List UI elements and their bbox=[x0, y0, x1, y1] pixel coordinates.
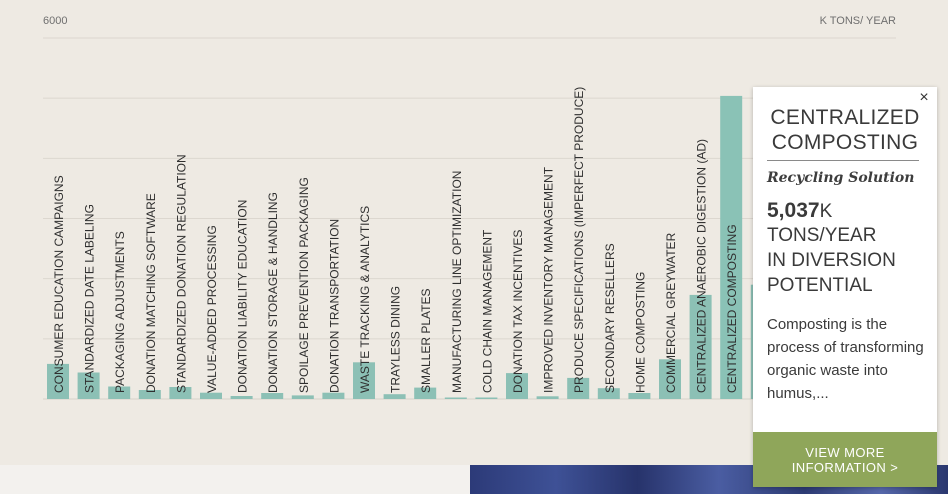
bar[interactable] bbox=[689, 294, 712, 399]
bar[interactable] bbox=[47, 363, 69, 399]
close-icon[interactable]: × bbox=[919, 89, 929, 106]
stat-unit: K bbox=[819, 201, 833, 222]
bar-category-label: DONATION LIABILITY EDUCATION bbox=[236, 200, 250, 393]
bar[interactable] bbox=[383, 394, 406, 399]
bar-category-label: WASTE TRACKING & ANALYTICS bbox=[358, 206, 372, 393]
bar[interactable] bbox=[261, 393, 284, 399]
bar-chart: 6000 K TONS/ YEAR CONSUMER EDUCATION CAM… bbox=[43, 15, 896, 400]
bar[interactable] bbox=[659, 359, 681, 399]
solution-category: Recycling Solution bbox=[767, 170, 915, 186]
bar[interactable] bbox=[414, 387, 437, 399]
bar-category-label: TRAYLESS DINING bbox=[389, 286, 403, 393]
bar-category-label: CONSUMER EDUCATION CAMPAIGNS bbox=[52, 175, 66, 393]
popup-title: CENTRALIZED COMPOSTING bbox=[770, 106, 920, 154]
bar-category-label: SECONDARY RESELLERS bbox=[603, 243, 617, 393]
bar[interactable] bbox=[169, 387, 192, 399]
bar-category-label: VALUE-ADDED PROCESSING bbox=[205, 225, 219, 393]
bar-category-label: STANDARDIZED DONATION REGULATION bbox=[174, 154, 188, 393]
bar-category-label: IMPROVED INVENTORY MANAGEMENT bbox=[542, 166, 556, 393]
detail-popup: × CENTRALIZED COMPOSTING Recycling Solut… bbox=[753, 87, 937, 487]
bar[interactable] bbox=[536, 396, 559, 399]
bar[interactable] bbox=[597, 388, 620, 399]
bar[interactable] bbox=[108, 386, 131, 400]
bar-category-label: STANDARDIZED DATE LABELING bbox=[83, 204, 97, 393]
bar-category-label: COMMERCIAL GREYWATER bbox=[664, 232, 678, 393]
solution-description: Composting is the process of transformin… bbox=[767, 316, 924, 402]
bar-category-label: HOME COMPOSTING bbox=[633, 272, 647, 393]
bar[interactable] bbox=[567, 377, 590, 399]
bar[interactable] bbox=[230, 396, 253, 399]
bar[interactable] bbox=[291, 395, 314, 399]
view-more-label: VIEW MORE INFORMATION > bbox=[791, 444, 899, 475]
bars[interactable] bbox=[47, 95, 773, 400]
bar-category-label: DONATION TAX INCENTIVES bbox=[511, 230, 525, 393]
unit-label: K TONS/ YEAR bbox=[820, 15, 896, 27]
bar[interactable] bbox=[475, 397, 498, 400]
stat-value: 5,037 bbox=[767, 199, 820, 222]
bar[interactable] bbox=[138, 390, 161, 399]
bar-labels: CONSUMER EDUCATION CAMPAIGNS STANDARDIZED… bbox=[52, 87, 739, 393]
bar-category-label: CENTRALIZED ANAEROBIC DIGESTION (AD) bbox=[695, 139, 709, 393]
bar[interactable] bbox=[322, 392, 345, 399]
y-axis-max-label: 6000 bbox=[43, 15, 67, 27]
bar[interactable] bbox=[77, 372, 100, 400]
bar[interactable] bbox=[200, 392, 222, 399]
bar-category-label: COLD CHAIN MANAGEMENT bbox=[480, 229, 494, 393]
bar-category-label: CENTRALIZED COMPOSTING bbox=[725, 224, 739, 393]
bar-category-label: SPOILAGE PREVENTION PACKAGING bbox=[297, 177, 311, 393]
bar[interactable] bbox=[444, 397, 467, 400]
bar-category-label: PACKAGING ADJUSTMENTS bbox=[113, 231, 127, 393]
title-divider bbox=[767, 160, 919, 161]
diversion-stat: 5,037K TONS/YEAR IN DIVERSION POTENTIAL bbox=[767, 199, 927, 298]
bar-category-label: SMALLER PLATES bbox=[419, 289, 433, 393]
bar[interactable] bbox=[506, 373, 528, 399]
view-more-button[interactable]: VIEW MORE INFORMATION > bbox=[753, 432, 937, 487]
bar-category-label: PRODUCE SPECIFICATIONS (IMPERFECT PRODUC… bbox=[572, 87, 586, 393]
bar-category-label: DONATION TRANSPORTATION bbox=[327, 219, 341, 393]
bar[interactable] bbox=[628, 393, 651, 399]
bar-category-label: MANUFACTURING LINE OPTIMIZATION bbox=[450, 171, 464, 393]
stat-description: TONS/YEAR IN DIVERSION POTENTIAL bbox=[767, 225, 896, 296]
bar[interactable] bbox=[353, 362, 375, 399]
bar[interactable] bbox=[720, 95, 743, 400]
bar-category-label: DONATION STORAGE & HANDLING bbox=[266, 192, 280, 393]
bar-category-label: DONATION MATCHING SOFTWARE bbox=[144, 193, 158, 393]
